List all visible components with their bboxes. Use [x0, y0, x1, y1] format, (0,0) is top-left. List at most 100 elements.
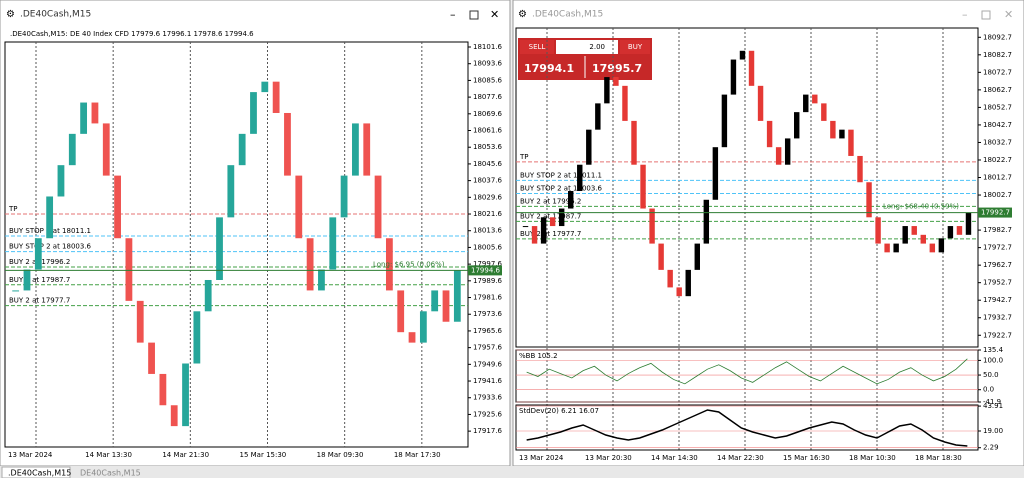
candle [595, 103, 601, 130]
lot-input[interactable] [556, 40, 618, 54]
y-tick-label: 18077.6 [473, 93, 502, 101]
bid-price[interactable]: 17994.1 [524, 62, 574, 75]
candle [694, 243, 700, 270]
plot-frame [4, 41, 469, 448]
candle [577, 164, 583, 192]
order-label: BUY STOP 2 at 18003.6 [520, 184, 603, 192]
candle [821, 103, 827, 121]
y-tick-label: 18013.6 [473, 227, 502, 235]
candle [540, 217, 547, 244]
indicator-line [526, 358, 968, 385]
x-tick-label: 18 Mar 09:30 [317, 451, 364, 459]
sell-button[interactable] [520, 40, 554, 54]
candle [549, 217, 556, 227]
candle [80, 102, 88, 134]
y-tick-label: 100.0 [983, 356, 1003, 364]
x-tick-label: 15 Mar 15:30 [240, 451, 287, 459]
x-tick-label: 15 Mar 16:30 [783, 454, 830, 462]
trade-panel: SELL 2.00 BUY 17994.1 17995.7 [518, 38, 652, 80]
candle [182, 363, 189, 427]
candle [956, 226, 963, 235]
candle [284, 112, 291, 176]
candle [703, 199, 710, 244]
order-label: BUY STOP 2 at 18011.1 [520, 171, 602, 179]
x-tick-label: 18 Mar 18:30 [915, 454, 962, 462]
tab-label[interactable]: .DE40Cash,M15 [8, 469, 71, 478]
lot-value: 2.00 [589, 43, 605, 51]
close-button[interactable]: ✕ [1004, 8, 1013, 21]
y-tick-label: 18101.6 [473, 43, 502, 51]
candle [318, 269, 325, 291]
ask-price[interactable]: 17995.7 [592, 62, 642, 75]
y-tick-label: 17941.6 [473, 377, 502, 385]
y-tick-label: 18042.7 [983, 121, 1012, 129]
indicator-frame [515, 404, 979, 451]
order-label: TP [519, 153, 529, 161]
y-tick-label: 43.91 [983, 402, 1003, 410]
candle [830, 120, 836, 139]
maximize-button[interactable] [981, 10, 991, 20]
x-tick-label: 14 Mar 14:30 [651, 454, 698, 462]
candle [748, 50, 755, 86]
candle [784, 138, 791, 165]
y-tick-label: 18021.6 [473, 210, 502, 218]
maximize-button[interactable] [469, 10, 479, 20]
window-icon: ⚙ [518, 9, 527, 20]
candle [329, 217, 337, 270]
candle [613, 77, 619, 86]
order-label: BUY 2 at 17996.2 [520, 197, 581, 205]
minimize-button[interactable]: – [450, 8, 456, 21]
chart-info: .DE40Cash,M15: DE 40 Index CFD 17979.6 1… [10, 30, 254, 38]
minimize-button[interactable]: – [962, 8, 968, 21]
candle [397, 290, 405, 333]
y-tick-label: 50.0 [983, 371, 999, 379]
x-tick-label: 13 Mar 2024 [519, 454, 564, 462]
y-tick-label: 18072.7 [983, 68, 1012, 76]
y-tick-label: 17965.6 [473, 327, 502, 335]
candle [431, 290, 439, 312]
tab[interactable] [1, 466, 71, 478]
candle [170, 405, 178, 427]
y-tick-label: 18053.6 [473, 143, 502, 151]
candle [34, 238, 42, 270]
y-tick-label: 17972.7 [983, 244, 1012, 252]
window-frame [512, 0, 1024, 467]
order-label: BUY STOP 2 at 18003.6 [9, 243, 92, 251]
title-bar [1, 1, 509, 27]
buy-button[interactable] [620, 40, 650, 54]
order-label: BUY 2 at 17977.7 [520, 230, 581, 238]
candle [193, 311, 201, 364]
y-tick-label: 18093.6 [473, 60, 502, 68]
candle [757, 85, 764, 121]
indicator-line [526, 409, 968, 447]
candle [730, 59, 737, 95]
candle [125, 238, 133, 301]
candle [947, 226, 954, 239]
candle [261, 81, 269, 93]
close-button[interactable]: ✕ [490, 8, 499, 21]
y-tick-label: 18022.7 [983, 156, 1012, 164]
candle [23, 269, 31, 291]
candle [352, 123, 359, 176]
candle [568, 191, 574, 209]
candle [408, 332, 416, 343]
candle [812, 94, 818, 104]
candle [363, 123, 371, 176]
indicator-label: StdDev(20) 6.21 16.07 [519, 407, 599, 415]
candle [68, 133, 76, 166]
candle [902, 226, 908, 244]
x-tick-label: 18 Mar 17:30 [394, 451, 441, 459]
candle [227, 165, 235, 218]
y-tick-label: 135.4 [983, 346, 1004, 354]
y-tick-label: 17933.6 [473, 394, 502, 402]
price-tag [468, 265, 502, 276]
order-label: BUY 2 at 17977.7 [9, 297, 70, 305]
y-tick-label: -41.9 [983, 398, 1001, 406]
y-tick-label: 18037.6 [473, 177, 502, 185]
y-tick-label: 17925.6 [473, 410, 502, 418]
candle [848, 129, 854, 156]
order-label: BUY 2 at 17987.7 [520, 212, 581, 220]
tab-strip [0, 466, 1024, 478]
candle [875, 217, 881, 244]
tab-label[interactable]: DE40Cash,M15 [80, 469, 141, 478]
